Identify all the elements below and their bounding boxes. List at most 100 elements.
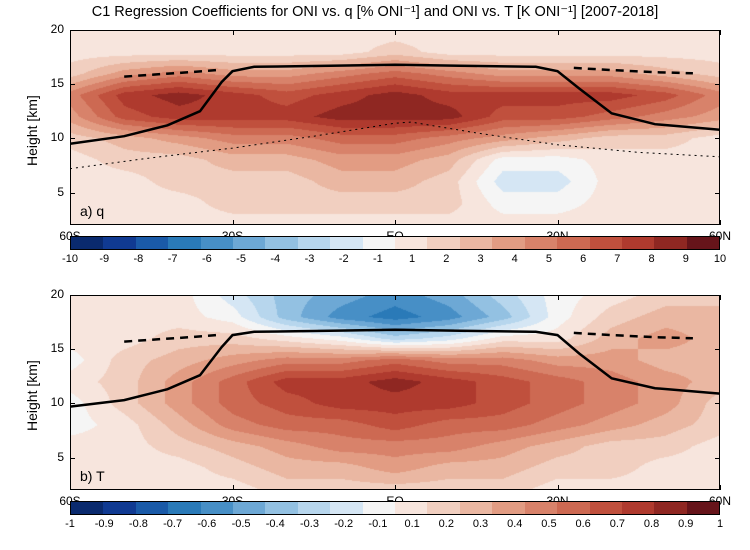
colorbar-tick-a--6: -6 — [202, 253, 212, 265]
colorbar-segment — [557, 237, 589, 249]
colorbar-tick-b--0.5: -0.5 — [232, 518, 251, 530]
colorbar-segment — [363, 502, 395, 514]
ytick-b-20: 20 — [51, 287, 64, 301]
colorbar-segment — [233, 237, 265, 249]
xtick-mark — [395, 485, 396, 490]
colorbar-tick-a-7: 7 — [614, 253, 620, 265]
colorbar-segment — [233, 502, 265, 514]
ytick-mark-r — [715, 84, 720, 85]
ytick-a-5: 5 — [57, 185, 64, 199]
colorbar-tick-b-1: 1 — [717, 518, 723, 530]
xtick-mark — [720, 220, 721, 225]
colorbar-segment — [71, 237, 103, 249]
xtick-mark — [233, 220, 234, 225]
colorbar-tick-b-0.8: 0.8 — [644, 518, 659, 530]
colorbar-tick-b--0.3: -0.3 — [300, 518, 319, 530]
panel-label-a: a) q — [80, 203, 104, 219]
colorbar-segment — [265, 237, 297, 249]
colorbar-tick-b--0.4: -0.4 — [266, 518, 285, 530]
colorbar-segment — [590, 502, 622, 514]
ytick-mark — [70, 403, 75, 404]
colorbar-tick-a--2: -2 — [339, 253, 349, 265]
colorbar-segment — [395, 502, 427, 514]
colorbar-segment — [103, 502, 135, 514]
colorbar-tick-a-3: 3 — [477, 253, 483, 265]
colorbar-segment — [298, 502, 330, 514]
xtick-mark-t — [395, 30, 396, 35]
heatmap-a — [70, 30, 720, 225]
colorbar-segment — [687, 502, 719, 514]
xtick-mark — [558, 485, 559, 490]
colorbar-segment — [103, 237, 135, 249]
ytick-a-20: 20 — [51, 22, 64, 36]
figure-title: C1 Regression Coefficients for ONI vs. q… — [0, 4, 750, 20]
colorbar-tick-a--8: -8 — [134, 253, 144, 265]
xtick-mark — [233, 485, 234, 490]
colorbar-segment — [201, 502, 233, 514]
colorbar-segment — [654, 502, 686, 514]
panel-label-b: b) T — [80, 468, 105, 484]
colorbar-segment — [622, 237, 654, 249]
colorbar-segment — [136, 502, 168, 514]
colorbar-tick-b--0.2: -0.2 — [334, 518, 353, 530]
ylabel-a: Height [km] — [24, 95, 40, 166]
ytick-mark — [70, 84, 75, 85]
ytick-mark — [70, 349, 75, 350]
colorbar-segment — [136, 237, 168, 249]
colorbar-tick-a-2: 2 — [443, 253, 449, 265]
colorbar-tick-a-1: 1 — [409, 253, 415, 265]
xtick-mark-t — [720, 295, 721, 300]
ytick-mark — [70, 458, 75, 459]
colorbar-tick-a--4: -4 — [270, 253, 280, 265]
colorbar-segment — [590, 237, 622, 249]
ylabel-b: Height [km] — [24, 360, 40, 431]
colorbar-tick-a--10: -10 — [62, 253, 78, 265]
colorbar-segment — [201, 237, 233, 249]
plot-a — [70, 30, 720, 225]
colorbar-segment — [168, 237, 200, 249]
colorbar-tick-a--1: -1 — [373, 253, 383, 265]
colorbar-tick-b--0.9: -0.9 — [95, 518, 114, 530]
colorbar-segment — [654, 237, 686, 249]
colorbar-segment — [298, 237, 330, 249]
xtick-mark — [395, 220, 396, 225]
xtick-mark-t — [558, 30, 559, 35]
xtick-mark — [720, 485, 721, 490]
colorbar-tick-a-9: 9 — [683, 253, 689, 265]
colorbar-segment — [460, 502, 492, 514]
colorbar-tick-b--0.1: -0.1 — [368, 518, 387, 530]
xtick-mark — [70, 220, 71, 225]
colorbar-segment — [622, 502, 654, 514]
colorbar-b — [70, 501, 720, 515]
xtick-mark-t — [720, 30, 721, 35]
colorbar-segment — [330, 237, 362, 249]
colorbar-tick-a-4: 4 — [512, 253, 518, 265]
xtick-mark-t — [558, 295, 559, 300]
colorbar-tick-a-8: 8 — [649, 253, 655, 265]
colorbar-tick-b-0.5: 0.5 — [541, 518, 556, 530]
colorbar-segment — [525, 237, 557, 249]
xtick-mark-t — [70, 295, 71, 300]
heatmap-b — [70, 295, 720, 490]
colorbar-tick-a-6: 6 — [580, 253, 586, 265]
colorbar-tick-b-0.7: 0.7 — [610, 518, 625, 530]
colorbar-tick-a--7: -7 — [168, 253, 178, 265]
ytick-b-5: 5 — [57, 450, 64, 464]
colorbar-tick-b--0.7: -0.7 — [163, 518, 182, 530]
ytick-mark-r — [715, 349, 720, 350]
colorbar-tick-a--3: -3 — [305, 253, 315, 265]
colorbar-tick-b-0.6: 0.6 — [576, 518, 591, 530]
colorbar-segment — [395, 237, 427, 249]
xtick-mark-t — [233, 30, 234, 35]
xtick-mark-t — [395, 295, 396, 300]
colorbar-segment — [492, 502, 524, 514]
ytick-mark — [70, 138, 75, 139]
colorbar-a — [70, 236, 720, 250]
ytick-mark-r — [715, 193, 720, 194]
xtick-mark-t — [233, 295, 234, 300]
colorbar-tick-b-0.9: 0.9 — [678, 518, 693, 530]
colorbar-segment — [460, 237, 492, 249]
colorbar-segment — [168, 502, 200, 514]
colorbar-segment — [330, 502, 362, 514]
colorbar-segment — [525, 502, 557, 514]
